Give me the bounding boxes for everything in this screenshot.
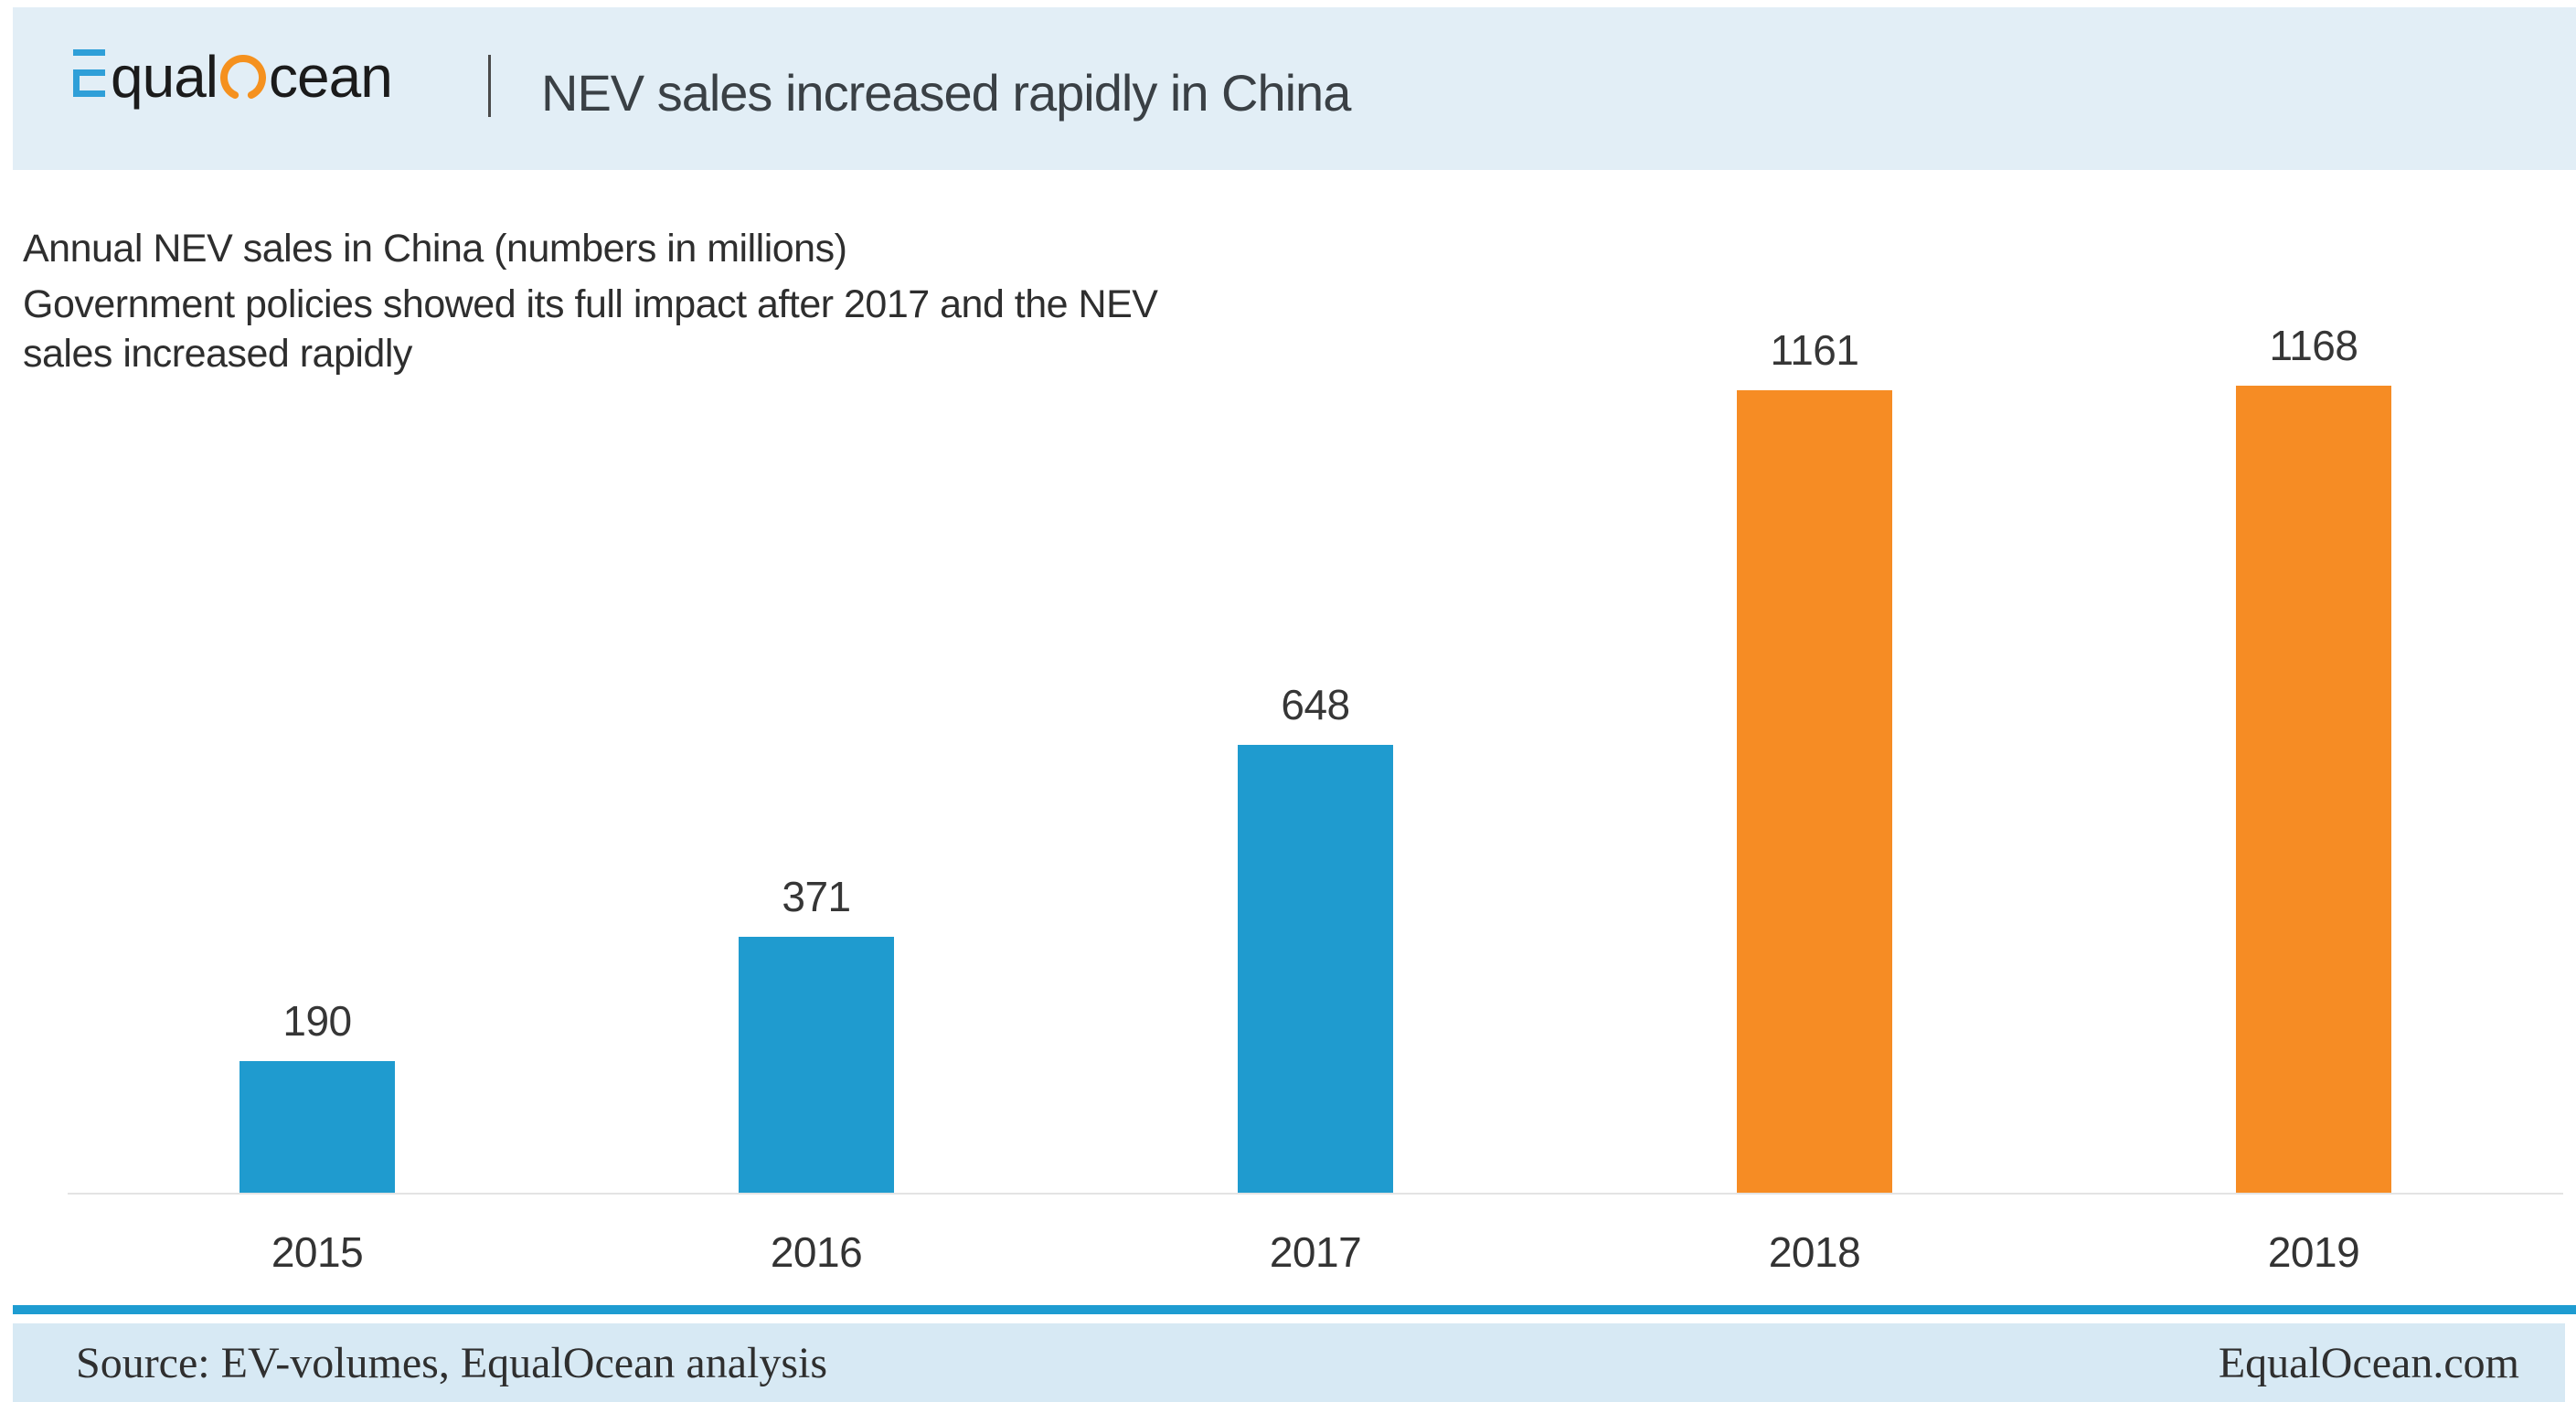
chart-annotation: Government policies showed its full impa… [23,282,1158,376]
site-link: EqualOcean.com [2218,1338,2519,1387]
x-axis-label-2018: 2018 [1768,1228,1861,1276]
bar-2018 [1737,390,1892,1193]
chart-subtitle: Annual NEV sales in China (numbers in mi… [23,227,847,271]
logo-text-cean: cean [269,44,393,110]
footer-band: Source: EV-volumes, EqualOcean analysis … [13,1323,2565,1402]
source-text: Source: EV-volumes, EqualOcean analysis [76,1338,827,1388]
bar-value-label-2016: 371 [782,873,851,920]
page-title: NEV sales increased rapidly in China [541,64,1351,122]
bar-2019 [2236,386,2391,1193]
bar-slot-2017: 648 [1066,315,1565,1193]
x-axis-label-2015: 2015 [271,1228,364,1276]
bar-value-label-2018: 1161 [1770,326,1859,374]
bar-value-label-2019: 1168 [2269,322,2358,369]
bar-2015 [240,1061,395,1193]
logo-e-icon [73,49,105,97]
header-banner: qual cean NEV sales increased rapidly in… [13,7,2576,170]
x-axis-label-2016: 2016 [770,1228,863,1276]
x-axis-labels: 2015 2016 2017 2018 2019 [68,1195,2563,1277]
bar-2017 [1238,745,1393,1193]
bar-slot-2016: 371 [567,315,1066,1193]
source-label: Source: [76,1338,210,1387]
logo-text-qual: qual [111,44,218,110]
bar-2016 [739,937,894,1193]
bar-value-label-2015: 190 [282,997,352,1045]
header-divider [488,55,491,117]
x-axis-label-2019: 2019 [2267,1228,2360,1276]
bar-slot-2019: 1168 [2064,315,2563,1193]
bar-slot-2015: 190 [68,315,567,1193]
equalocean-logo: qual cean [73,44,393,110]
logo-o-icon [220,54,266,99]
chart-plot-area: 190 371 648 1161 1168 [68,315,2563,1195]
bar-chart: 190 371 648 1161 1168 2015 2016 2017 2018 2019 [68,315,2563,1277]
bar-slot-2018: 1161 [1565,315,2064,1193]
bar-value-label-2017: 648 [1281,681,1350,728]
source-value: EV-volumes, EqualOcean analysis [220,1338,828,1387]
x-axis-label-2017: 2017 [1269,1228,1362,1276]
footer-divider-bar [13,1305,2576,1314]
